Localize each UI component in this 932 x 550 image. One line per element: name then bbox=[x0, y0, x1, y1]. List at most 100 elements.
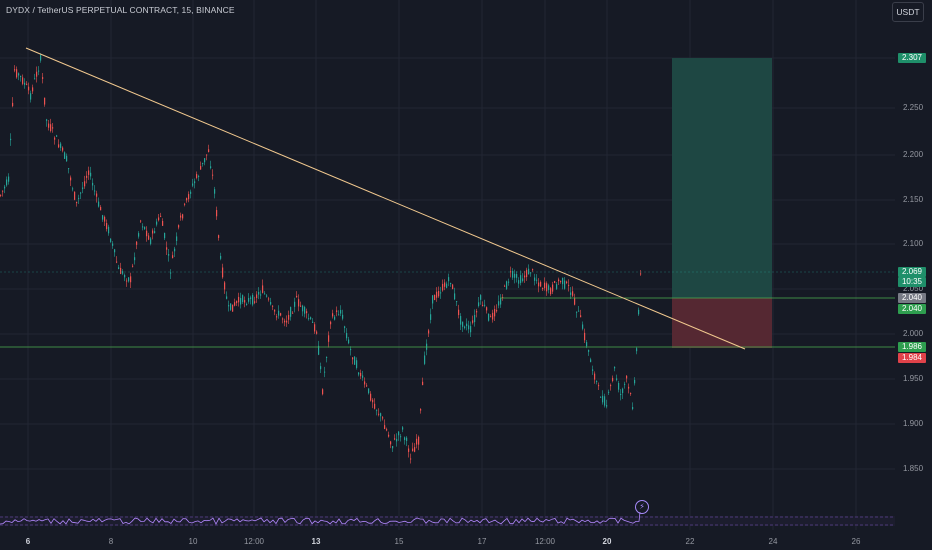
candle-body bbox=[398, 431, 400, 436]
time-tick: 22 bbox=[685, 537, 695, 546]
candle-body bbox=[318, 345, 320, 355]
candle-body bbox=[248, 297, 250, 302]
candle-body bbox=[308, 318, 310, 320]
candle-body bbox=[368, 388, 370, 394]
candle-body bbox=[78, 197, 80, 199]
candle-body bbox=[316, 331, 318, 334]
candle-body bbox=[342, 314, 344, 319]
candle-body bbox=[238, 296, 240, 303]
candle-body bbox=[596, 380, 598, 382]
candle-body bbox=[382, 417, 384, 419]
candle-body bbox=[294, 301, 296, 307]
candle-body bbox=[162, 221, 164, 226]
candle-body bbox=[118, 267, 120, 270]
candle-body bbox=[266, 295, 268, 297]
candle-body bbox=[636, 348, 638, 352]
candle-body bbox=[180, 215, 182, 218]
candle-body bbox=[88, 170, 90, 175]
candle-body bbox=[578, 310, 580, 312]
price-tick: 1.950 bbox=[903, 374, 924, 383]
candle-body bbox=[98, 201, 100, 207]
currency-button[interactable]: USDT bbox=[892, 2, 924, 22]
candle-body bbox=[34, 78, 36, 80]
candle-body bbox=[476, 311, 478, 313]
countdown-badge: 10:35 bbox=[898, 277, 926, 287]
long-position-zones[interactable] bbox=[672, 58, 772, 348]
candle-body bbox=[532, 269, 534, 271]
candle-body bbox=[254, 301, 256, 303]
candle-body bbox=[592, 369, 594, 371]
candle-body bbox=[540, 281, 542, 287]
time-tick: 12:00 bbox=[243, 537, 265, 546]
target-zone[interactable] bbox=[672, 58, 772, 298]
candle-body bbox=[6, 179, 8, 186]
candle-body bbox=[24, 82, 26, 85]
candle-body bbox=[264, 293, 266, 295]
candle-body bbox=[282, 318, 284, 320]
candle-body bbox=[298, 299, 300, 307]
candle-body bbox=[628, 386, 630, 389]
candle-body bbox=[106, 223, 108, 230]
candle-body bbox=[340, 310, 342, 314]
candle-body bbox=[224, 282, 226, 290]
candle-body bbox=[450, 283, 452, 285]
lightning-icon[interactable]: ⚡ bbox=[635, 500, 649, 514]
candle-body bbox=[452, 284, 454, 289]
candle-body bbox=[136, 241, 138, 245]
candle-body bbox=[406, 437, 408, 441]
candle-body bbox=[96, 193, 98, 197]
candle-body bbox=[328, 335, 330, 342]
candle-body bbox=[618, 382, 620, 390]
candle-body bbox=[230, 303, 232, 310]
candle-body bbox=[168, 254, 170, 256]
stop-zone[interactable] bbox=[672, 298, 772, 348]
candle-body bbox=[332, 313, 334, 317]
candle-body bbox=[284, 320, 286, 323]
oscillator-pane bbox=[0, 511, 895, 526]
candle-body bbox=[528, 268, 530, 275]
candle-body bbox=[380, 413, 382, 417]
candle-body bbox=[150, 238, 152, 244]
candle-body bbox=[560, 281, 562, 283]
candle-body bbox=[178, 225, 180, 228]
candle-body bbox=[508, 281, 510, 283]
candle-body bbox=[608, 391, 610, 393]
candle-body bbox=[114, 249, 116, 253]
candle-body bbox=[504, 285, 506, 287]
candle-body bbox=[554, 281, 556, 283]
time-tick: 8 bbox=[108, 537, 114, 546]
candle-body bbox=[310, 317, 312, 319]
price-tick: 1.900 bbox=[903, 419, 924, 428]
candle-body bbox=[546, 283, 548, 292]
candle-body bbox=[112, 243, 114, 246]
candle-body bbox=[36, 71, 38, 77]
candle-body bbox=[348, 339, 350, 344]
candle-body bbox=[274, 309, 276, 312]
candle-body bbox=[134, 257, 136, 261]
candle-body bbox=[104, 216, 106, 222]
candle-body bbox=[240, 298, 242, 305]
candle-body bbox=[226, 296, 228, 299]
candle-body bbox=[262, 285, 264, 293]
candle-body bbox=[26, 83, 28, 85]
candle-body bbox=[236, 300, 238, 304]
candle-body bbox=[604, 396, 606, 406]
candle-body bbox=[458, 309, 460, 316]
candle-body bbox=[478, 302, 480, 307]
candle-body bbox=[152, 230, 154, 234]
candle-body bbox=[222, 267, 224, 278]
current-price-badge: 2.069 bbox=[898, 267, 926, 277]
candle-body bbox=[204, 158, 206, 163]
candle-body bbox=[524, 275, 526, 278]
candle-body bbox=[606, 405, 608, 407]
candle-body bbox=[326, 356, 328, 358]
candle-body bbox=[42, 77, 44, 79]
descending-trendline[interactable] bbox=[25, 47, 746, 350]
candle-body bbox=[570, 292, 572, 295]
candle-body bbox=[444, 282, 446, 287]
candle-body bbox=[370, 393, 372, 401]
candle-body bbox=[132, 265, 134, 267]
candle-body bbox=[488, 313, 490, 321]
candle-body bbox=[158, 217, 160, 221]
